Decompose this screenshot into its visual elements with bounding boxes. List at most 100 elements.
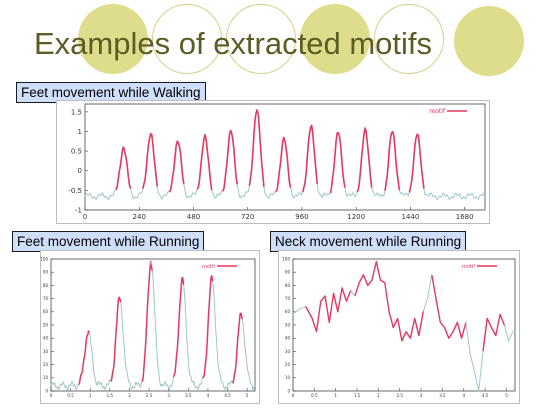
neck-running-data-point: [418, 335, 420, 337]
neck-running-x-tick-label: 5: [505, 393, 508, 398]
neck-running-x-tick-label: 4: [462, 393, 465, 398]
walking-plot-area: [84, 103, 486, 211]
feet-running-peak-point: [211, 278, 213, 280]
neck-running-y-tick-label: 10: [285, 375, 291, 380]
neck-running-data-point: [388, 311, 390, 313]
feet-running-x-tick-label: 4.5: [224, 393, 231, 398]
neck-running-data-point: [435, 298, 437, 300]
walking-motif-segment: [168, 140, 185, 193]
neck-running-data-point: [311, 317, 313, 319]
neck-running-background-segment: [465, 322, 484, 392]
walking-x-tick-label: 720: [241, 213, 254, 221]
neck-running-data-point: [456, 321, 458, 323]
feet-running-x-tick-label: 0.5: [67, 393, 74, 398]
neck-running-data-point: [367, 284, 369, 286]
neck-running-data-point: [354, 295, 356, 297]
feet-running-peak-point: [181, 279, 184, 281]
walking-peak-point: [283, 138, 285, 141]
walking-peak-point: [364, 130, 367, 133]
walking-background-segment: [316, 183, 331, 198]
walking-peak-point: [149, 132, 152, 135]
feet-running-y-tick-label: 40: [43, 336, 49, 341]
neck-running-data-point: [380, 279, 382, 281]
neck-running-data-point: [328, 321, 330, 323]
feet-running-y-tick-label: 70: [43, 296, 49, 301]
neck-running-data-point: [469, 353, 471, 355]
feet-running-y-tick-label: 60: [43, 309, 49, 314]
feet-running-legend-label: motif: [202, 264, 215, 270]
neck-running-data-point: [431, 274, 433, 276]
neck-running-data-point: [324, 295, 326, 297]
neck-running-y-tick-label: 70: [285, 296, 291, 301]
feet-running-peak-point: [240, 313, 243, 316]
feet-running-y-tick-label: 100: [41, 256, 48, 261]
neck-running-data-point: [405, 331, 407, 333]
walking-background-segment: [156, 186, 170, 200]
walking-background-segment: [398, 189, 410, 197]
neck-running-x-tick-label: 4.5: [482, 393, 489, 398]
neck-running-data-point: [512, 331, 514, 333]
chart-neck-running: 0 0.5 1 1.5 2 2.5 3 3.5 4 4.5 50102030405060708090…: [282, 256, 516, 398]
walking-background-segment: [290, 187, 304, 199]
walking-y-tick-label: 1.5: [71, 108, 82, 116]
neck-running-data-point: [465, 321, 467, 323]
feet-running-y-tick-label: 10: [43, 375, 49, 380]
neck-running-y-tick-label: 60: [285, 309, 291, 314]
walking-y-tick-label: 0: [78, 167, 82, 175]
walking-x-tick-label: 960: [295, 213, 308, 221]
neck-running-data-point: [358, 282, 360, 284]
walking-peak-point: [391, 131, 394, 134]
neck-running-data-point: [345, 300, 347, 302]
neck-running-data-point: [320, 300, 322, 302]
chart-neck-running-title: Neck movement while Running: [270, 231, 467, 252]
neck-running-data-point: [426, 298, 428, 300]
slide-title: Examples of extracted motifs: [34, 26, 432, 61]
walking-motif-segment: [356, 127, 373, 193]
walking-x-tick-label: 1200: [347, 213, 365, 221]
neck-running-y-tick-label: 50: [285, 322, 291, 327]
neck-running-data-point: [478, 390, 480, 392]
neck-running-data-point: [375, 261, 377, 263]
neck-running-x-tick-label: 1: [334, 393, 337, 398]
feet-running-y-tick-label: 0: [45, 388, 48, 393]
walking-background-segment: [371, 187, 386, 197]
walking-motif-segment: [302, 124, 318, 193]
neck-running-motif-segment: [482, 313, 505, 352]
walking-peak-point: [203, 136, 206, 139]
walking-peak-point: [310, 126, 312, 129]
walking-motif-segment: [142, 133, 158, 189]
neck-running-data-point: [362, 274, 364, 276]
chart-neck-running-frame: 0 0.5 1 1.5 2 2.5 3 3.5 4 4.5 5 0 10 20 30 40 50 60 70 80 90…: [278, 250, 520, 404]
feet-running-peak-point: [87, 330, 90, 333]
walking-background-segment: [423, 188, 486, 201]
chart-feet-running-frame: 0 0.5 1 1.5 2 2.5 3 3.5 4 4.5 5 0 10 20 30 40 50 60 70 80 90…: [40, 250, 260, 404]
neck-running-data-point: [448, 337, 450, 339]
feet-running-x-tick-label: 2: [128, 393, 131, 398]
neck-running-data-point: [486, 317, 488, 319]
neck-running-data-point: [409, 337, 411, 339]
neck-running-x-tick-label: 1.5: [354, 393, 361, 398]
feet-running-y-tick-label: 30: [43, 349, 49, 354]
neck-running-y-tick-label: 0: [287, 388, 290, 393]
feet-running-peak-point: [150, 260, 152, 263]
neck-running-x-tick-label: 0: [292, 393, 295, 398]
neck-running-data-point: [392, 327, 394, 329]
neck-running-data-point: [397, 317, 399, 319]
neck-running-data-point: [495, 335, 497, 337]
walking-y-tick-label: 1: [78, 128, 82, 136]
neck-running-data-point: [482, 350, 484, 352]
neck-running-data-point: [491, 327, 493, 329]
neck-running-data-point: [444, 327, 446, 329]
neck-running-background-segment: [503, 324, 514, 342]
feet-running-background-segment: [151, 270, 174, 391]
neck-running-legend-label: motif: [462, 264, 475, 270]
feet-running-y-tick-label: 20: [43, 362, 49, 367]
feet-running-motif-segment: [141, 262, 153, 383]
feet-running-y-tick-label: 90: [43, 270, 49, 275]
walking-y-tick-label: -1: [75, 206, 82, 214]
feet-running-y-tick-label: 50: [43, 322, 49, 327]
neck-running-data-point: [350, 290, 352, 292]
neck-running-plot-area: [292, 258, 516, 392]
neck-running-background-segment: [350, 290, 356, 297]
neck-running-data-point: [384, 282, 386, 284]
